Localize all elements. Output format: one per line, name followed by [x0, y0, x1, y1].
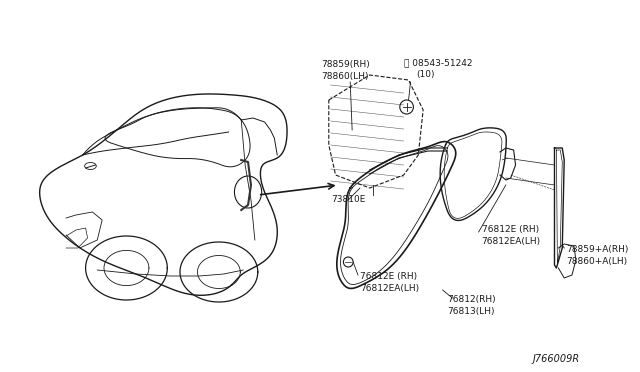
Text: 78860(LH): 78860(LH) [321, 72, 369, 81]
Text: (10): (10) [417, 70, 435, 79]
Text: 73810E: 73810E [331, 195, 365, 204]
Text: 76813(LH): 76813(LH) [447, 307, 495, 316]
Text: 78859+A(RH): 78859+A(RH) [566, 245, 628, 254]
Text: 76812EA(LH): 76812EA(LH) [360, 284, 419, 293]
Text: 76812(RH): 76812(RH) [447, 295, 496, 304]
Text: 78860+A(LH): 78860+A(LH) [566, 257, 627, 266]
Text: J766009R: J766009R [533, 354, 580, 364]
Text: 76812E (RH): 76812E (RH) [481, 225, 539, 234]
Text: Ⓢ 08543-51242: Ⓢ 08543-51242 [404, 58, 472, 67]
Text: 78859(RH): 78859(RH) [321, 60, 370, 69]
Text: 76812EA(LH): 76812EA(LH) [481, 237, 541, 246]
Text: 76812E (RH): 76812E (RH) [360, 272, 417, 281]
